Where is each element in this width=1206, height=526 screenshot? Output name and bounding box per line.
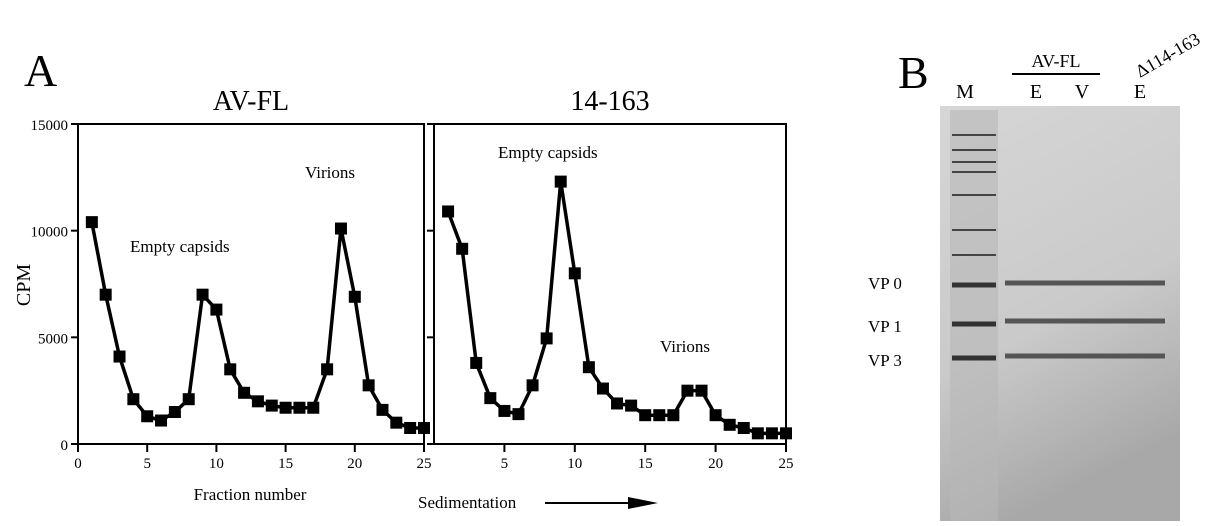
point	[349, 291, 361, 303]
point	[114, 351, 126, 363]
panel-label: B	[898, 47, 929, 98]
x-tick-label: 5	[143, 456, 151, 472]
point	[583, 361, 595, 373]
point	[141, 410, 153, 422]
gel-image	[940, 74, 1180, 521]
point	[681, 385, 693, 397]
point	[639, 409, 651, 421]
lane-label: E	[1030, 81, 1042, 103]
arrow-head	[628, 497, 658, 509]
point	[541, 332, 553, 344]
point	[363, 379, 375, 391]
y-tick-label: 0	[61, 438, 69, 454]
annotation: Virions	[305, 163, 355, 182]
lane-label: M	[956, 81, 974, 103]
point	[512, 408, 524, 420]
point	[724, 419, 736, 431]
point	[155, 415, 167, 427]
x-tick-label: 20	[708, 456, 723, 472]
mutant-label: Δ114-163	[1132, 29, 1203, 82]
point	[418, 422, 430, 434]
annotation: Sedimentation	[418, 493, 517, 512]
group-label: AV-FL	[1031, 51, 1080, 71]
y-tick-label: 15000	[31, 118, 69, 134]
point	[293, 402, 305, 414]
x-tick-label: 10	[567, 456, 582, 472]
point	[611, 397, 623, 409]
point	[307, 402, 319, 414]
y-axis-label: CPM	[13, 264, 35, 306]
x-tick-label: 25	[779, 456, 794, 472]
x-axis-label: Fraction number	[194, 485, 307, 504]
band-label: VP 3	[868, 351, 902, 370]
lane-label: V	[1075, 81, 1090, 103]
point	[527, 379, 539, 391]
point	[86, 216, 98, 228]
point	[210, 304, 222, 316]
x-tick-label: 25	[417, 456, 432, 472]
point	[456, 243, 468, 255]
band-label: VP 0	[868, 274, 902, 293]
point	[710, 409, 722, 421]
point	[183, 393, 195, 405]
point	[470, 357, 482, 369]
point	[780, 427, 792, 439]
point	[442, 205, 454, 217]
figure: A B M E V E AV-FL Δ114-163 VP 0 VP 1 VP …	[0, 0, 1206, 521]
point	[766, 427, 778, 439]
point	[653, 409, 665, 421]
point	[335, 223, 347, 235]
point	[169, 406, 181, 418]
point	[696, 385, 708, 397]
point	[280, 402, 292, 414]
lane-label: E	[1134, 81, 1146, 103]
point	[100, 289, 112, 301]
point	[252, 395, 264, 407]
point	[667, 409, 679, 421]
point	[266, 400, 278, 412]
y-tick-label: 10000	[31, 225, 69, 241]
point	[484, 392, 496, 404]
point	[625, 400, 637, 412]
x-tick-label: 15	[638, 456, 653, 472]
band-label: VP 1	[868, 317, 902, 336]
point	[597, 383, 609, 395]
point	[238, 387, 250, 399]
point	[498, 405, 510, 417]
chart-title: AV-FL	[213, 86, 289, 117]
panel-label: A	[24, 45, 57, 96]
x-tick-label: 20	[347, 456, 362, 472]
x-tick-label: 0	[74, 456, 82, 472]
chart-title: 14-163	[570, 86, 649, 117]
point	[321, 363, 333, 375]
point	[738, 422, 750, 434]
point	[390, 417, 402, 429]
series-line	[448, 182, 786, 434]
y-tick-label: 5000	[38, 331, 68, 347]
point	[197, 289, 209, 301]
annotation: Virions	[660, 337, 710, 356]
point	[752, 427, 764, 439]
x-tick-label: 5	[501, 456, 509, 472]
point	[555, 176, 567, 188]
point	[224, 363, 236, 375]
annotation: Empty capsids	[498, 143, 598, 162]
point	[404, 422, 416, 434]
point	[569, 267, 581, 279]
x-tick-label: 10	[209, 456, 224, 472]
point	[127, 393, 139, 405]
annotation: Empty capsids	[130, 237, 230, 256]
point	[376, 404, 388, 416]
x-tick-label: 15	[278, 456, 293, 472]
